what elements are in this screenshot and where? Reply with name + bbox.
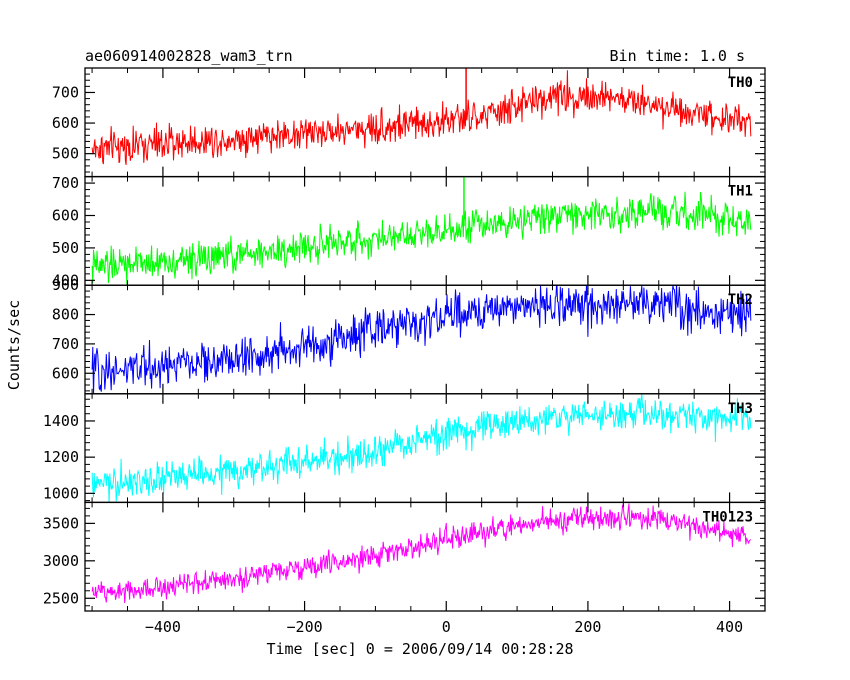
panel-th3: 1000 1200 1400 TH3 [43, 393, 766, 504]
y-tick-label: 900 [52, 276, 79, 294]
series-label-th0: TH0 [728, 75, 753, 91]
panel-th0: 500 600 700 TH0 [52, 67, 766, 178]
panels-layer: 500 600 700 TH0 400 500 600 700 TH1 600 700 800 900 T… [43, 67, 766, 636]
panel-th2: 600 700 800 900 TH2 [52, 276, 766, 395]
bin-time-label: Bin time: 1.0 s [610, 47, 745, 65]
series-line-th1 [91, 191, 752, 285]
x-tick-label: 400 [716, 618, 743, 636]
y-tick-label: 800 [52, 306, 79, 324]
x-tick-label: 200 [574, 618, 601, 636]
series-label-th1: TH1 [728, 184, 753, 200]
y-tick-label: 1000 [43, 484, 79, 502]
y-axis-label: Counts/sec [5, 300, 23, 390]
y-tick-label: 1400 [43, 412, 79, 430]
series-label-th3: TH3 [728, 401, 753, 417]
y-tick-label: 400 [52, 271, 79, 289]
x-tick-label: 0 [442, 618, 451, 636]
y-tick-label: 3500 [43, 514, 79, 532]
series-label-th2: TH2 [728, 292, 753, 308]
panel-frame [84, 501, 766, 612]
y-tick-label: 600 [52, 207, 79, 225]
series-line-th3 [91, 393, 752, 503]
panel-th1: 400 500 600 700 TH1 [52, 174, 766, 289]
y-tick-label: 700 [52, 174, 79, 192]
y-tick-label: 1200 [43, 448, 79, 466]
panel-th0123: 2500 3000 3500 TH0123 [43, 501, 766, 612]
series-label-th0123: TH0123 [702, 509, 753, 525]
y-tick-label: 2500 [43, 589, 79, 607]
y-tick-label: 3000 [43, 552, 79, 570]
panel-frame [84, 175, 766, 286]
series-line-th0123 [91, 503, 752, 604]
y-tick-label: 700 [52, 83, 79, 101]
y-tick-label: 600 [52, 364, 79, 382]
x-axis-label: Time [sec] 0 = 2006/09/14 00:28:28 [266, 640, 573, 658]
y-tick-label: 500 [52, 239, 79, 257]
chart-title: ae060914002828_wam3_trn [85, 47, 293, 65]
y-tick-label: 700 [52, 335, 79, 353]
x-tick-label: −400 [145, 618, 181, 636]
series-line-th0 [91, 70, 752, 165]
series-line-th2 [91, 285, 752, 394]
y-tick-label: 500 [52, 145, 79, 163]
y-tick-label: 600 [52, 114, 79, 132]
x-tick-label: −200 [287, 618, 323, 636]
